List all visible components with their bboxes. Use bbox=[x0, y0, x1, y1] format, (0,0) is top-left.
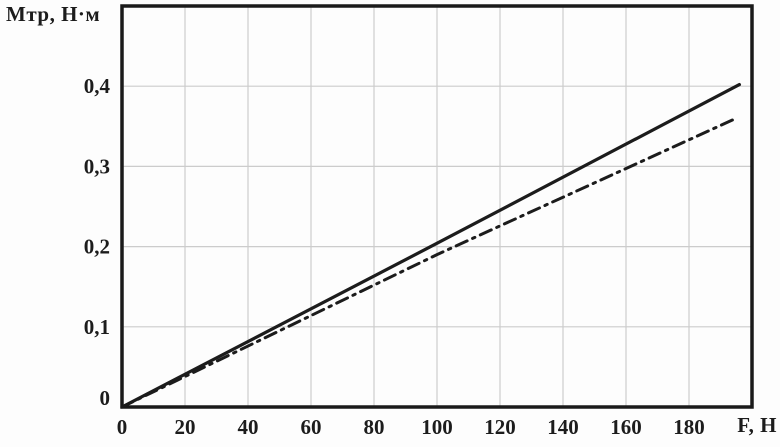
x-tick-label: 180 bbox=[673, 415, 705, 439]
solid-line-series bbox=[120, 82, 742, 409]
y-tick-label: 0,1 bbox=[84, 315, 110, 339]
x-axis-title: F, Н bbox=[737, 413, 777, 437]
dash-dot-line-series bbox=[120, 116, 738, 409]
y-tick-label: 0 bbox=[100, 386, 111, 410]
y-tick-label: 0,3 bbox=[84, 154, 110, 178]
plot-border bbox=[120, 4, 754, 409]
x-tick-label: 0 bbox=[117, 415, 128, 439]
x-tick-label: 80 bbox=[364, 415, 385, 439]
x-tick-label: 160 bbox=[610, 415, 642, 439]
x-tick-label: 60 bbox=[301, 415, 322, 439]
y-tick-label: 0,4 bbox=[84, 74, 111, 98]
x-tick-label: 20 bbox=[175, 415, 196, 439]
x-tick-label: 40 bbox=[238, 415, 259, 439]
x-tick-label: 140 bbox=[547, 415, 579, 439]
x-tick-label: 100 bbox=[421, 415, 453, 439]
y-axis-title: Мтр, Н·м bbox=[6, 2, 101, 26]
x-tick-label: 120 bbox=[484, 415, 516, 439]
y-tick-label: 0,2 bbox=[84, 235, 110, 259]
